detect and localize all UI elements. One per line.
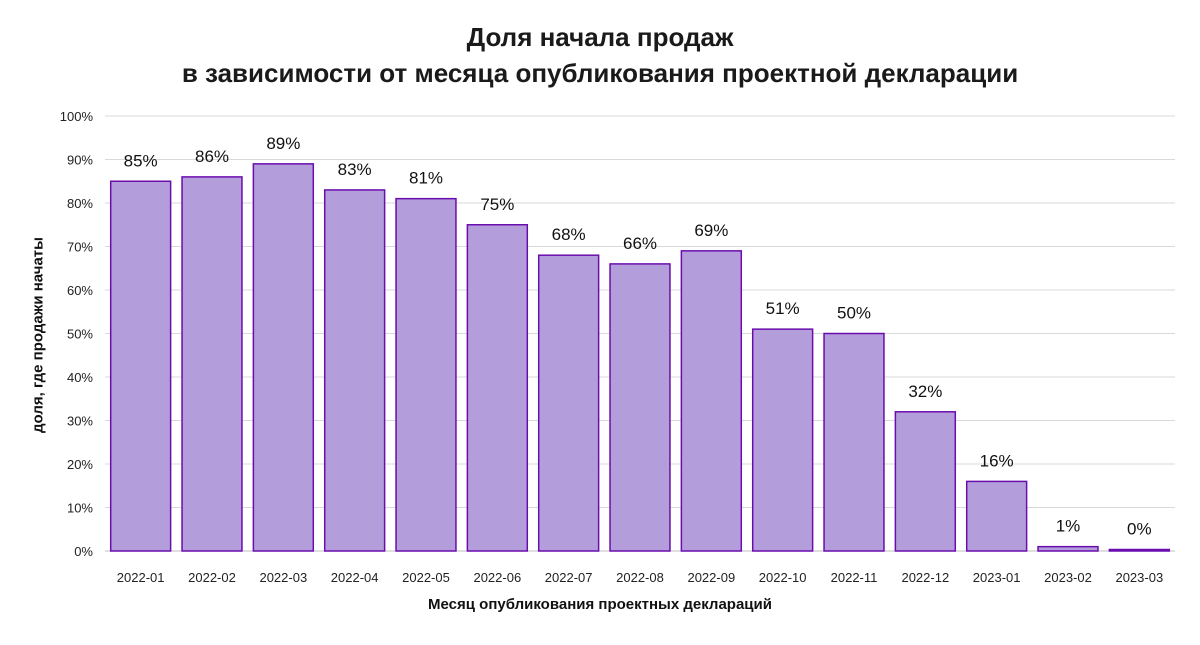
y-tick-label: 90% xyxy=(67,153,93,168)
y-tick-label: 80% xyxy=(67,196,93,211)
x-tick-label: 2022-05 xyxy=(402,570,450,585)
y-tick-label: 50% xyxy=(67,327,93,342)
bar xyxy=(252,163,315,552)
bar xyxy=(609,263,671,552)
y-tick-label: 60% xyxy=(67,283,93,298)
x-tick-label: 2023-01 xyxy=(973,570,1021,585)
x-tick-label: 2022-01 xyxy=(117,570,165,585)
bar xyxy=(751,328,814,552)
bar xyxy=(680,250,743,552)
bar xyxy=(181,176,243,552)
x-tick-label: 2022-11 xyxy=(831,570,878,585)
x-axis-label: Месяц опубликования проектных деклараций xyxy=(428,596,772,613)
bar xyxy=(466,224,529,552)
chart-title-line1: Доля начала продаж xyxy=(466,22,734,52)
bar xyxy=(109,180,172,552)
x-tick-label: 2022-02 xyxy=(188,570,236,585)
x-tick-label: 2023-02 xyxy=(1044,570,1092,585)
y-tick-label: 10% xyxy=(67,501,93,516)
data-label: 81% xyxy=(409,169,443,188)
bar xyxy=(894,411,957,552)
data-label: 0% xyxy=(1127,520,1152,539)
data-label: 69% xyxy=(694,221,728,240)
data-label: 68% xyxy=(552,225,586,244)
data-label: 50% xyxy=(837,304,871,323)
data-label: 32% xyxy=(908,382,942,401)
x-tick-label: 2022-07 xyxy=(545,570,593,585)
data-label: 89% xyxy=(266,134,300,153)
chart-title-line2: в зависимости от месяца опубликования пр… xyxy=(181,58,1019,88)
y-tick-label: 20% xyxy=(67,457,93,472)
bar xyxy=(323,189,386,552)
bar xyxy=(965,480,1028,552)
data-label: 86% xyxy=(195,147,229,166)
y-tick-label: 100% xyxy=(60,109,94,124)
x-tick-label: 2022-04 xyxy=(331,570,379,585)
x-tick-label: 2022-06 xyxy=(473,570,521,585)
data-label: 1% xyxy=(1056,517,1081,536)
y-tick-label: 30% xyxy=(67,414,93,429)
data-label: 83% xyxy=(338,160,372,179)
bar xyxy=(537,254,600,552)
data-label: 16% xyxy=(980,451,1014,470)
x-tick-label: 2022-03 xyxy=(259,570,307,585)
x-tick-label: 2022-09 xyxy=(687,570,735,585)
data-label: 75% xyxy=(480,195,514,214)
data-label: 66% xyxy=(623,234,657,253)
x-tick-label: 2022-12 xyxy=(901,570,949,585)
x-tick-label: 2022-10 xyxy=(759,570,807,585)
bar xyxy=(395,197,457,552)
bar xyxy=(823,332,885,552)
data-label: 51% xyxy=(766,299,800,318)
x-tick-label: 2023-03 xyxy=(1115,570,1163,585)
y-tick-label: 0% xyxy=(74,544,93,559)
bar xyxy=(1037,545,1099,552)
data-label: 85% xyxy=(124,151,158,170)
y-tick-label: 40% xyxy=(67,370,93,385)
x-tick-label: 2022-08 xyxy=(616,570,664,585)
bar xyxy=(1108,548,1171,552)
y-tick-label: 70% xyxy=(67,240,93,255)
